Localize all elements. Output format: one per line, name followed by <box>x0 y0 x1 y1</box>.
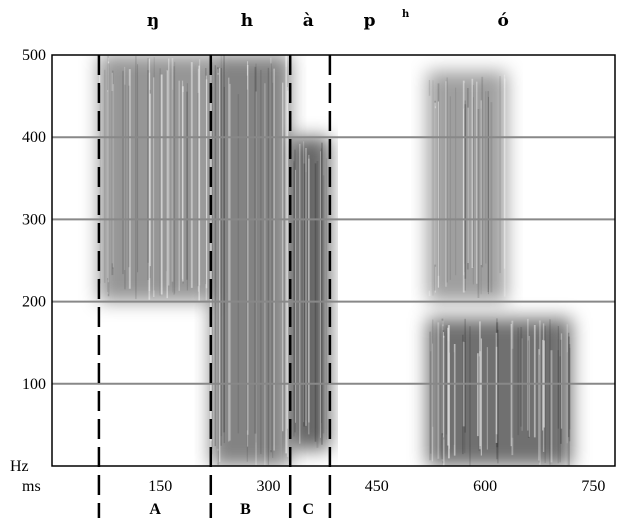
energy-region <box>98 55 211 302</box>
energy-region <box>210 55 291 466</box>
spectrogram-streaks <box>99 55 571 466</box>
x-tick-label: 450 <box>365 478 389 495</box>
y-tick-label: 500 <box>22 47 46 64</box>
x-tick-label: 150 <box>148 478 172 495</box>
segment-label: B <box>240 501 251 518</box>
energy-region <box>427 71 507 302</box>
phoneme-label: p <box>364 11 376 31</box>
energy-region <box>427 318 572 466</box>
y-tick-label: 300 <box>22 211 46 228</box>
y-gridlines <box>52 136 615 385</box>
y-tick-label: 100 <box>22 376 46 393</box>
segment-boundaries <box>97 55 332 518</box>
phoneme-label: h <box>402 9 410 20</box>
segment-label: A <box>149 501 161 518</box>
energy-region <box>290 137 330 450</box>
phoneme-label: ŋ <box>147 11 159 31</box>
plot-frame <box>51 54 616 467</box>
x-tick-label: 600 <box>473 478 497 495</box>
spectrogram-energy <box>98 55 572 466</box>
x-tick-label: 300 <box>257 478 281 495</box>
x-unit-label: ms <box>22 478 41 495</box>
phoneme-label: à <box>303 11 314 31</box>
y-tick-label: 200 <box>22 294 46 311</box>
y-tick-label: 400 <box>22 129 46 146</box>
segment-label: C <box>302 501 314 518</box>
x-tick-label: 750 <box>581 478 605 495</box>
phoneme-label: ó <box>497 11 508 31</box>
phoneme-label: h <box>241 11 253 31</box>
y-unit-label: Hz <box>10 458 29 475</box>
